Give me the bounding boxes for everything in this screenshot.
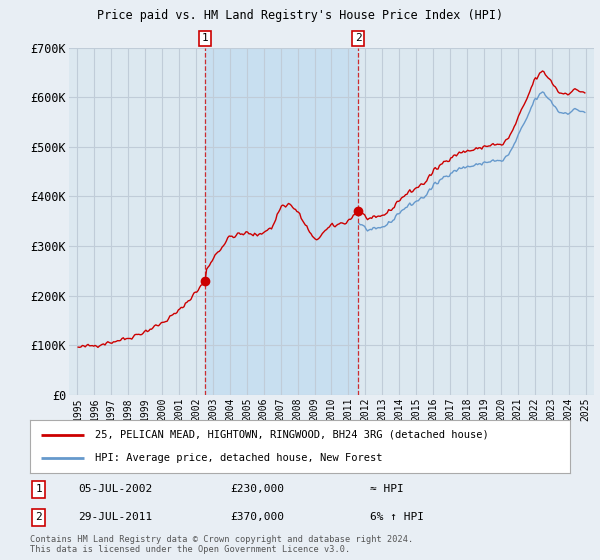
Text: 1: 1: [35, 484, 42, 494]
Text: 05-JUL-2002: 05-JUL-2002: [79, 484, 153, 494]
Text: £230,000: £230,000: [230, 484, 284, 494]
Text: £370,000: £370,000: [230, 512, 284, 522]
Text: 2: 2: [355, 34, 362, 44]
Text: Price paid vs. HM Land Registry's House Price Index (HPI): Price paid vs. HM Land Registry's House …: [97, 10, 503, 22]
Text: 29-JUL-2011: 29-JUL-2011: [79, 512, 153, 522]
Text: 1: 1: [202, 34, 209, 44]
Text: Contains HM Land Registry data © Crown copyright and database right 2024.
This d: Contains HM Land Registry data © Crown c…: [30, 535, 413, 554]
Text: 25, PELICAN MEAD, HIGHTOWN, RINGWOOD, BH24 3RG (detached house): 25, PELICAN MEAD, HIGHTOWN, RINGWOOD, BH…: [95, 430, 488, 440]
Bar: [205, 48, 358, 395]
Text: ≈ HPI: ≈ HPI: [370, 484, 404, 494]
Text: 2: 2: [35, 512, 42, 522]
Text: HPI: Average price, detached house, New Forest: HPI: Average price, detached house, New …: [95, 453, 382, 463]
Text: 6% ↑ HPI: 6% ↑ HPI: [370, 512, 424, 522]
